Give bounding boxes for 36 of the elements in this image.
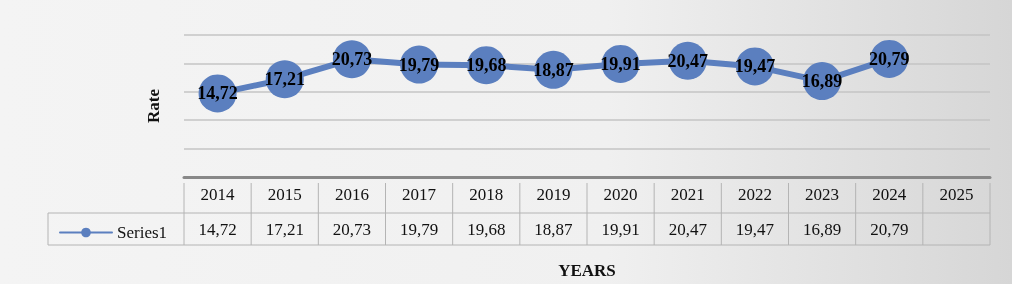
text: 19,68 <box>466 55 507 76</box>
text: 18,87 <box>533 59 574 80</box>
x-tick-label: 2016 <box>334 185 369 204</box>
x-tick-label: 2025 <box>939 185 974 204</box>
data-label: 16,89 <box>802 219 842 239</box>
data-label: 18,87 <box>534 219 574 239</box>
data-label: 14,72 <box>198 219 237 239</box>
text: 20,73 <box>331 49 373 70</box>
x-tick-label: 2018 <box>469 185 504 204</box>
x-axis-title: YEARS <box>558 261 616 280</box>
data-label: 20,73 <box>332 219 372 239</box>
text: 19,79 <box>398 54 440 75</box>
x-tick-label: 2015 <box>267 185 302 204</box>
x-tick-label: 2019 <box>536 185 571 204</box>
data-label: 19,79 <box>399 219 439 239</box>
x-tick-label: 2017 <box>402 185 437 204</box>
data-label: 20,47 <box>668 219 708 239</box>
x-tick-label: 2022 <box>737 185 772 204</box>
data-label: 19,91 <box>601 219 640 239</box>
y-axis-title: Rate <box>144 88 163 123</box>
data-label: 17,21 <box>265 219 304 239</box>
text: 14,72 <box>197 83 238 104</box>
legend-label: Series1 <box>117 223 168 242</box>
x-tick-label: 2021 <box>670 185 705 204</box>
x-tick-label: 2024 <box>872 185 907 204</box>
text: 20,47 <box>667 50 708 71</box>
text: 16,89 <box>801 71 843 92</box>
text: 19,91 <box>600 53 641 74</box>
data-label: 19,47 <box>735 219 775 239</box>
text: 19,47 <box>734 56 776 77</box>
text: 17,21 <box>264 69 305 90</box>
x-tick-label: 2023 <box>805 185 840 204</box>
x-tick-label: 2014 <box>200 185 236 204</box>
data-label: 19,68 <box>467 219 506 239</box>
data-label: 20,79 <box>870 219 909 239</box>
x-tick-label: 2020 <box>603 185 638 204</box>
